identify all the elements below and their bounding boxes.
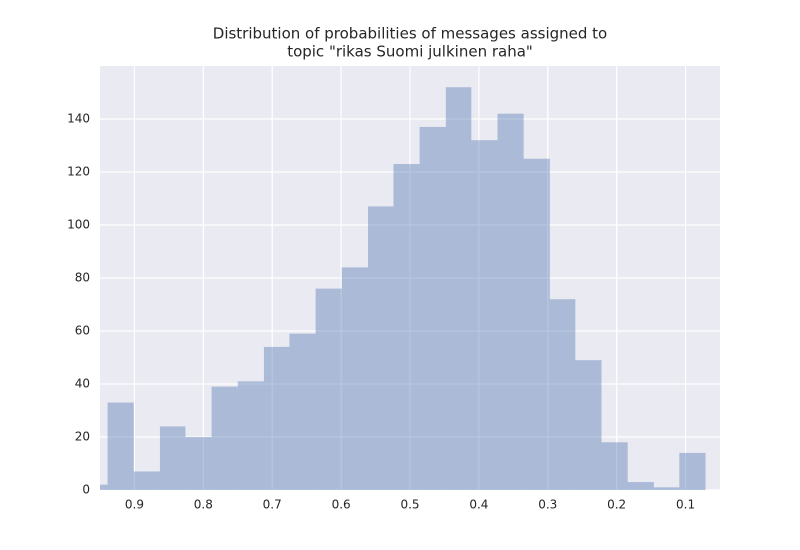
x-tick-label: 0.6 [332, 498, 351, 512]
bar [445, 87, 472, 490]
bar [315, 288, 342, 490]
chart-title: Distribution of probabilities of message… [213, 25, 607, 43]
bar [419, 126, 446, 490]
bar [211, 386, 238, 490]
bar [263, 346, 290, 490]
bar [133, 471, 160, 490]
bar [627, 482, 654, 490]
x-tick-label: 0.2 [607, 498, 626, 512]
bar [471, 140, 498, 490]
bar [237, 381, 264, 490]
chart-title: topic "rikas Suomi julkinen raha" [287, 43, 533, 61]
x-tick-label: 0.9 [125, 498, 144, 512]
y-tick-label: 80 [75, 271, 90, 285]
bar [523, 158, 550, 490]
bar [100, 484, 108, 490]
bar [549, 299, 576, 490]
bar [575, 360, 602, 490]
bar [497, 113, 524, 490]
x-tick-label: 0.1 [676, 498, 695, 512]
x-tick-label: 0.3 [538, 498, 557, 512]
bar [653, 487, 680, 490]
y-tick-label: 100 [67, 218, 90, 232]
bar [185, 437, 212, 490]
y-tick-label: 140 [67, 112, 90, 126]
y-tick-label: 20 [75, 430, 90, 444]
bar [679, 452, 706, 490]
x-tick-label: 0.4 [469, 498, 488, 512]
bar [107, 402, 134, 490]
y-tick-label: 60 [75, 324, 90, 338]
y-tick-label: 0 [82, 483, 90, 497]
bar [289, 333, 316, 490]
bar [393, 164, 420, 490]
y-tick-label: 120 [67, 165, 90, 179]
x-tick-label: 0.8 [194, 498, 213, 512]
x-tick-label: 0.5 [400, 498, 419, 512]
bar [341, 267, 368, 490]
bar [159, 426, 186, 490]
y-tick-label: 40 [75, 377, 90, 391]
bar [367, 206, 394, 490]
bar [601, 442, 628, 490]
x-tick-label: 0.7 [263, 498, 282, 512]
